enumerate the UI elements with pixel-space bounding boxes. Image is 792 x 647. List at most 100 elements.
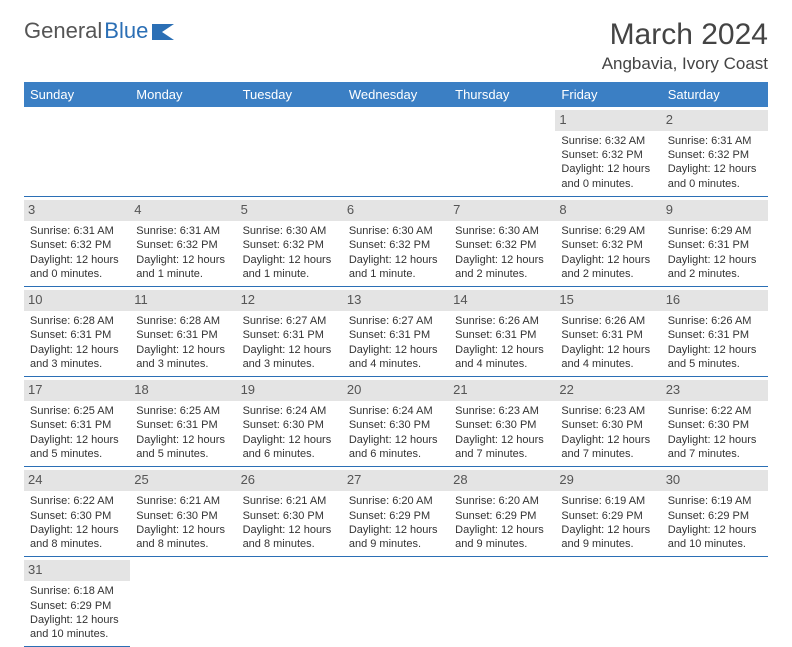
empty-cell [449,107,555,197]
day-info: Sunrise: 6:23 AMSunset: 6:30 PMDaylight:… [455,404,549,461]
sunrise-line: Sunrise: 6:29 AM [668,224,762,238]
day-info: Sunrise: 6:19 AMSunset: 6:29 PMDaylight:… [668,494,762,551]
sunset-line: Sunset: 6:30 PM [136,509,230,523]
sunrise-line: Sunrise: 6:21 AM [136,494,230,508]
day-cell: 11Sunrise: 6:28 AMSunset: 6:31 PMDayligh… [130,287,236,377]
day-info: Sunrise: 6:20 AMSunset: 6:29 PMDaylight:… [349,494,443,551]
sunset-line: Sunset: 6:31 PM [455,328,549,342]
daylight-line: Daylight: 12 hours and 0 minutes. [668,162,762,191]
empty-cell [343,107,449,197]
day-number: 5 [237,200,343,221]
day-info: Sunrise: 6:19 AMSunset: 6:29 PMDaylight:… [561,494,655,551]
sunrise-line: Sunrise: 6:30 AM [349,224,443,238]
day-info: Sunrise: 6:31 AMSunset: 6:32 PMDaylight:… [30,224,124,281]
sunset-line: Sunset: 6:32 PM [561,148,655,162]
day-cell: 16Sunrise: 6:26 AMSunset: 6:31 PMDayligh… [662,287,768,377]
day-number: 28 [449,470,555,491]
sunrise-line: Sunrise: 6:31 AM [668,134,762,148]
daylight-line: Daylight: 12 hours and 8 minutes. [243,523,337,552]
day-number: 6 [343,200,449,221]
sunset-line: Sunset: 6:31 PM [668,238,762,252]
day-number: 25 [130,470,236,491]
day-cell: 25 Sunrise: 6:21 AMSunset: 6:30 PMDayligh… [130,467,236,557]
day-number: 23 [662,380,768,401]
daylight-line: Daylight: 12 hours and 8 minutes. [136,523,230,552]
day-number: 2 [662,110,768,131]
empty-cell [130,107,236,197]
sunset-line: Sunset: 6:31 PM [668,328,762,342]
weekday-header: Wednesday [343,82,449,107]
sunrise-line: Sunrise: 6:26 AM [455,314,549,328]
daylight-line: Daylight: 12 hours and 3 minutes. [136,343,230,372]
title-block: March 2024 Angbavia, Ivory Coast [602,18,768,74]
daylight-line: Daylight: 12 hours and 4 minutes. [561,343,655,372]
day-number: 21 [449,380,555,401]
daylight-line: Daylight: 12 hours and 3 minutes. [243,343,337,372]
location: Angbavia, Ivory Coast [602,54,768,74]
sunset-line: Sunset: 6:30 PM [243,509,337,523]
sunset-line: Sunset: 6:29 PM [668,509,762,523]
sunset-line: Sunset: 6:31 PM [561,328,655,342]
day-number: 22 [555,380,661,401]
sunset-line: Sunset: 6:32 PM [30,238,124,252]
sunset-line: Sunset: 6:32 PM [668,148,762,162]
day-number: 29 [555,470,661,491]
day-info: Sunrise: 6:23 AMSunset: 6:30 PMDaylight:… [561,404,655,461]
sunrise-line: Sunrise: 6:20 AM [455,494,549,508]
daylight-line: Daylight: 12 hours and 7 minutes. [668,433,762,462]
day-number: 20 [343,380,449,401]
daylight-line: Daylight: 12 hours and 10 minutes. [30,613,124,642]
day-info: Sunrise: 6:26 AMSunset: 6:31 PMDaylight:… [455,314,549,371]
day-number: 27 [343,470,449,491]
sunset-line: Sunset: 6:30 PM [668,418,762,432]
daylight-line: Daylight: 12 hours and 2 minutes. [561,253,655,282]
day-cell: 23Sunrise: 6:22 AMSunset: 6:30 PMDayligh… [662,377,768,467]
daylight-line: Daylight: 12 hours and 2 minutes. [455,253,549,282]
month-title: March 2024 [602,18,768,52]
day-number: 10 [24,290,130,311]
sunset-line: Sunset: 6:32 PM [243,238,337,252]
day-info: Sunrise: 6:29 AMSunset: 6:31 PMDaylight:… [668,224,762,281]
logo: GeneralBlue [24,18,176,44]
sunrise-line: Sunrise: 6:30 AM [243,224,337,238]
sunset-line: Sunset: 6:29 PM [349,509,443,523]
day-number: 19 [237,380,343,401]
daylight-line: Daylight: 12 hours and 6 minutes. [243,433,337,462]
sunset-line: Sunset: 6:30 PM [349,418,443,432]
sunrise-line: Sunrise: 6:31 AM [30,224,124,238]
day-info: Sunrise: 6:21 AMSunset: 6:30 PMDaylight:… [136,494,230,551]
day-cell: 18Sunrise: 6:25 AMSunset: 6:31 PMDayligh… [130,377,236,467]
day-cell: 19Sunrise: 6:24 AMSunset: 6:30 PMDayligh… [237,377,343,467]
day-cell: 8Sunrise: 6:29 AMSunset: 6:32 PMDaylight… [555,197,661,287]
daylight-line: Daylight: 12 hours and 3 minutes. [30,343,124,372]
day-info: Sunrise: 6:25 AMSunset: 6:31 PMDaylight:… [30,404,124,461]
day-info: Sunrise: 6:31 AMSunset: 6:32 PMDaylight:… [668,134,762,191]
day-info: Sunrise: 6:28 AMSunset: 6:31 PMDaylight:… [136,314,230,371]
day-cell: 12Sunrise: 6:27 AMSunset: 6:31 PMDayligh… [237,287,343,377]
day-info: Sunrise: 6:18 AMSunset: 6:29 PMDaylight:… [30,584,124,641]
sunrise-line: Sunrise: 6:23 AM [455,404,549,418]
day-cell: 1Sunrise: 6:32 AMSunset: 6:32 PMDaylight… [555,107,661,197]
daylight-line: Daylight: 12 hours and 1 minute. [243,253,337,282]
day-cell: 15Sunrise: 6:26 AMSunset: 6:31 PMDayligh… [555,287,661,377]
day-cell: 20Sunrise: 6:24 AMSunset: 6:30 PMDayligh… [343,377,449,467]
day-info: Sunrise: 6:28 AMSunset: 6:31 PMDaylight:… [30,314,124,371]
weekday-header: Thursday [449,82,555,107]
day-cell: 9Sunrise: 6:29 AMSunset: 6:31 PMDaylight… [662,197,768,287]
daylight-line: Daylight: 12 hours and 5 minutes. [30,433,124,462]
day-info: Sunrise: 6:27 AMSunset: 6:31 PMDaylight:… [243,314,337,371]
logo-text-blue: Blue [104,18,148,44]
daylight-line: Daylight: 12 hours and 1 minute. [349,253,443,282]
daylight-line: Daylight: 12 hours and 10 minutes. [668,523,762,552]
day-cell: 30Sunrise: 6:19 AMSunset: 6:29 PMDayligh… [662,467,768,557]
day-cell: 6Sunrise: 6:30 AMSunset: 6:32 PMDaylight… [343,197,449,287]
day-info: Sunrise: 6:26 AMSunset: 6:31 PMDaylight:… [668,314,762,371]
sunrise-line: Sunrise: 6:27 AM [349,314,443,328]
sunset-line: Sunset: 6:32 PM [455,238,549,252]
day-number: 1 [555,110,661,131]
sunset-line: Sunset: 6:29 PM [455,509,549,523]
day-cell: 10 Sunrise: 6:28 AMSunset: 6:31 PMDayligh… [24,287,130,377]
day-info: Sunrise: 6:20 AMSunset: 6:29 PMDaylight:… [455,494,549,551]
day-number: 18 [130,380,236,401]
sunset-line: Sunset: 6:30 PM [455,418,549,432]
